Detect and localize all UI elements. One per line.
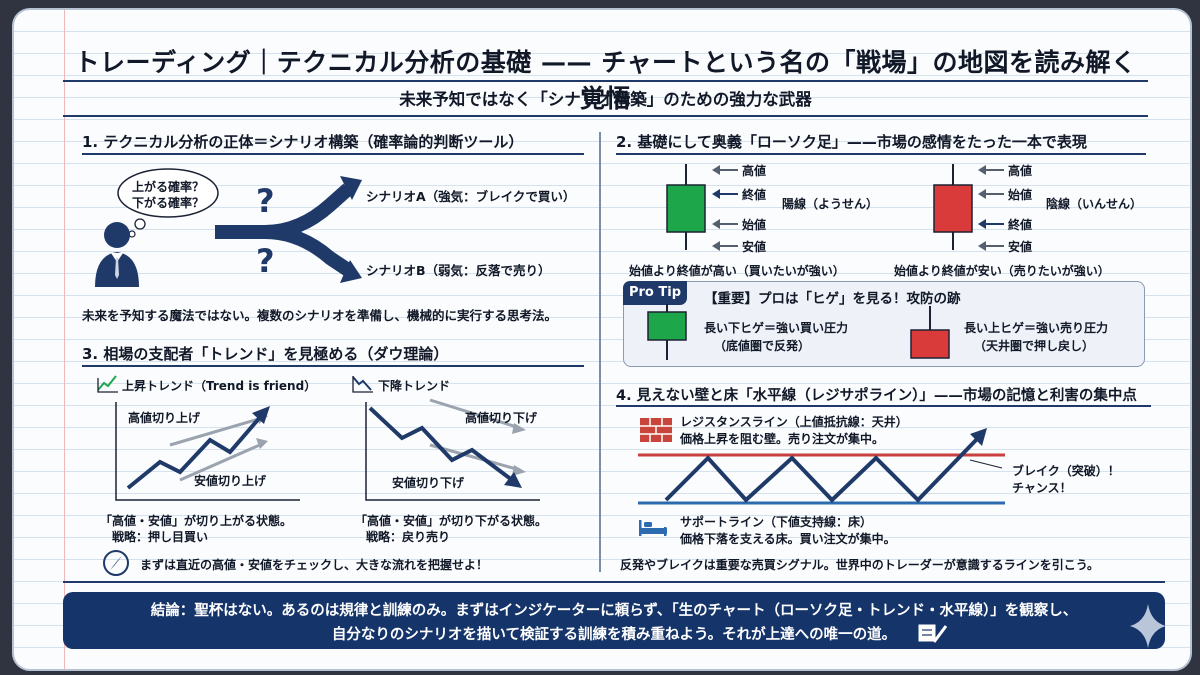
bubble-text-down: 下がる確率？ <box>132 196 205 210</box>
protip-title: 【重要】プロは「ヒゲ」を見る！攻防の跡 <box>704 291 961 307</box>
notebook-margin-line <box>64 10 65 669</box>
chance-label: チャンス！ <box>1012 481 1072 495</box>
resistance-desc: 価格上昇を阻む壁。売り注文が集中。 <box>680 432 885 446</box>
uptrend-icon <box>97 375 118 393</box>
page-title: トレーディング｜テクニカル分析の基礎 —— チャートという名の「戦場」の地図を読… <box>74 48 1137 113</box>
higher-highs-guide <box>169 416 263 447</box>
businessperson-icon <box>95 222 139 287</box>
trend-diagrams <box>97 375 540 576</box>
compass-icon <box>103 550 129 576</box>
bearish-caption: 始値より終値が安い（売りたいが強い） <box>894 264 1110 278</box>
page-subtitle: 未来予知ではなく「シナリオ構築」のための強力な武器 <box>399 90 812 109</box>
section4-heading: 4. 見えない壁と床「水平線（レジサポライン）」——市場の記憶と利害の集中点 <box>616 388 1137 404</box>
bullish-caption: 始値より終値が高い（買いたいが強い） <box>629 264 845 278</box>
thought-bubble <box>117 168 219 238</box>
scenario-diagram <box>95 168 362 287</box>
protip-left-line1: 長い下ヒゲ＝強い買い圧力 <box>704 321 849 335</box>
higher-lows-label: 安値切り上げ <box>194 474 267 488</box>
downtrend-caption: 「高値・安値」が切り下がる状態。 <box>355 514 548 528</box>
higher-highs-label: 高値切り上げ <box>128 411 201 425</box>
downtrend-strategy: 戦略：戻り売り <box>366 530 451 544</box>
section3-heading: 3. 相場の支配者「トレンド」を見極める（ダウ理論） <box>82 345 449 363</box>
bullish-high-label: 高値 <box>742 164 767 178</box>
downtrend-icon <box>352 376 373 393</box>
lower-highs-guide <box>429 398 521 430</box>
lower-lows-guide <box>429 443 521 472</box>
bearish-open-label: 始値 <box>1008 188 1033 202</box>
bullish-open-label: 始値 <box>742 218 767 232</box>
uptrend-axes <box>115 402 300 501</box>
bottom-divider <box>63 581 1165 583</box>
conclusion-line1: 結論：聖杯はない。あるのは規律と訓練のみ。まずはインジケーターに頼らず、「生のチ… <box>150 603 1078 619</box>
scenario-a-label: シナリオA（強気：ブレイクで買い） <box>366 189 576 204</box>
support-resistance-diagram <box>638 418 1005 536</box>
bullish-candle <box>666 164 706 250</box>
bearish-close-label: 終値 <box>1008 218 1033 232</box>
bearish-candle <box>933 164 973 250</box>
break-label: ブレイク（突破）！ <box>1012 464 1120 478</box>
section1-heading: 1. テクニカル分析の正体＝シナリオ構築（確率論的判断ツール） <box>82 133 524 151</box>
uptrend-caption: 「高値・安値」が切り上がる状態。 <box>100 514 293 528</box>
bearish-low-label: 安値 <box>1008 240 1033 254</box>
break-pointer <box>969 459 1003 469</box>
subtitle-divider <box>63 115 1148 117</box>
column-separator <box>599 132 601 572</box>
question-mark-icon: ? <box>256 182 275 220</box>
bullish-low-label: 安値 <box>742 240 767 254</box>
lower-highs-label: 高値切り下げ <box>465 411 538 425</box>
long-lower-wick-candle <box>647 304 687 360</box>
section2-underline <box>616 153 1146 155</box>
support-title: サポートライン（下値支持線：床） <box>680 515 873 529</box>
long-upper-wick-candle <box>910 306 950 359</box>
section3-underline <box>82 365 584 367</box>
protip-box: Pro Tip 【重要】プロは「ヒゲ」を見る！攻防の跡 長い下ヒゲ＝強い買い圧力… <box>623 281 1145 367</box>
resistance-title: レジスタンスライン（上値抵抗線：天井） <box>680 415 908 429</box>
bullish-name: 陽線（ようせん） <box>782 197 879 211</box>
conclusion-line2: 自分なりのシナリオを描いて検証する訓練を積み重ねよう。それが上達への唯一の道。 <box>331 627 897 643</box>
conclusion-banner: 結論：聖杯はない。あるのは規律と訓練のみ。まずはインジケーターに頼らず、「生のチ… <box>63 592 1165 649</box>
support-desc: 価格下落を支える床。買い注文が集中。 <box>680 532 896 546</box>
section4-summary: 反発やブレイクは重要な売買シグナル。世界中のトレーダーが意識するラインを引こう。 <box>620 558 1100 572</box>
wick-examples <box>647 304 950 360</box>
uptrend-price-line <box>126 413 264 490</box>
scenario-b-label: シナリオB（弱気：反落で売り） <box>366 263 551 278</box>
section1-underline <box>82 153 584 155</box>
higher-lows-guide <box>179 442 263 482</box>
section2-heading: 2. 基礎にして奥義「ローソク足」——市場の感情をたった一本で表現 <box>616 133 1087 151</box>
downtrend-label: 下降トレンド <box>378 379 451 393</box>
bullish-pointer-arrows <box>712 165 738 251</box>
title-divider <box>63 80 1148 82</box>
bullish-close-label: 終値 <box>742 188 767 202</box>
brick-wall-icon <box>640 418 672 442</box>
candlestick-diagram <box>666 164 1004 251</box>
downtrend-price-line <box>368 406 514 482</box>
downtrend-axes <box>365 402 540 501</box>
bed-icon <box>639 520 667 536</box>
section4-underline <box>616 405 1151 407</box>
question-mark-icon: ? <box>256 242 275 280</box>
protip-badge: Pro Tip <box>623 281 687 305</box>
section1-summary: 未来を予知する魔法ではない。複数のシナリオを準備し、機械的に実行する思考法。 <box>82 308 558 323</box>
lower-lows-label: 安値切り下げ <box>392 476 465 490</box>
sparkle-icon <box>1130 604 1166 648</box>
bearish-name: 陰線（いんせん） <box>1046 197 1143 211</box>
protip-right-line2: （天井圏で押し戻し） <box>974 339 1095 353</box>
uptrend-strategy: 戦略：押し目買い <box>112 530 209 544</box>
protip-right-line1: 長い上ヒゲ＝強い売り圧力 <box>964 321 1109 335</box>
notepad-pencil-icon <box>917 623 948 643</box>
price-bounce-line <box>664 436 980 503</box>
bearish-pointer-arrows <box>978 165 1004 251</box>
uptrend-label: 上昇トレンド（Trend is friend） <box>122 379 317 393</box>
branch-arrow <box>215 176 362 283</box>
bearish-high-label: 高値 <box>1008 164 1033 178</box>
bubble-text-up: 上がる確率？ <box>132 180 205 194</box>
protip-left-line2: （底値圏で反発） <box>714 339 811 353</box>
section3-tip: まずは直近の高値・安値をチェックし、大きな流れを把握せよ！ <box>140 558 489 572</box>
